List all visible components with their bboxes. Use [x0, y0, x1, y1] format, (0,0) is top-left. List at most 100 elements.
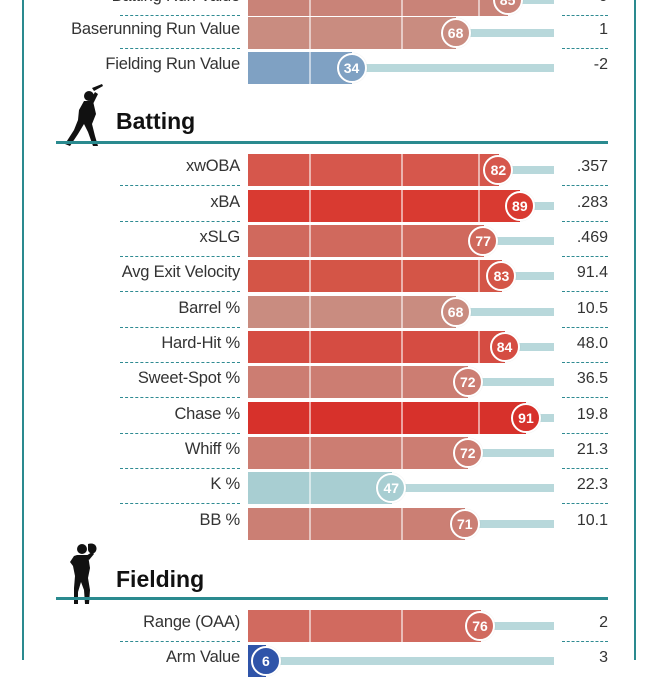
stat-label: xSLG [199, 228, 241, 246]
bar-gridline [401, 189, 403, 222]
bar-gridline [477, 189, 480, 222]
bar-gridline [477, 260, 480, 292]
stat-value: 10.5 [576, 299, 608, 317]
percentile-circle: 34 [336, 53, 367, 83]
stat-value: 19.8 [576, 405, 608, 423]
bar-gridline [309, 295, 312, 328]
bar-gridline [309, 52, 312, 84]
row-hard-hit-pct: 84 Hard-Hit % 48.0 [0, 331, 660, 363]
percentile-bar [248, 610, 481, 642]
row-chase-pct: 91 Chase % 19.8 [0, 401, 660, 434]
stat-value: 9 [599, 0, 608, 6]
row-arm-value: 6 Arm Value 3 [0, 645, 660, 677]
row-avg-exit-velocity: 83 Avg Exit Velocity 91.4 [0, 260, 660, 292]
bar-gridline [477, 0, 480, 16]
bar-gridline [309, 17, 312, 49]
fielding-section-header: Fielding [56, 540, 608, 604]
bar-gridline [401, 610, 403, 642]
percentile-bar [248, 437, 469, 469]
section-rule [56, 597, 608, 600]
section-title: Batting [116, 108, 196, 134]
bar-gridline [309, 401, 312, 434]
bar-gridline [309, 0, 312, 16]
bar-gridline [401, 225, 403, 257]
stat-value: 3 [599, 649, 608, 666]
bar-gridline [401, 154, 403, 186]
row-xslg: 77 xSLG .469 [0, 225, 660, 257]
bar-gridline [309, 366, 312, 398]
percentile-circle: 72 [452, 367, 483, 397]
stat-value: 91.4 [576, 264, 608, 281]
row-range-oaa: 76 Range (OAA) 2 [0, 610, 660, 642]
right-border [634, 0, 636, 660]
stat-label: Hard-Hit % [161, 334, 240, 352]
percentile-bar [248, 260, 502, 292]
bar-gridline [309, 331, 312, 363]
stat-label: Range (OAA) [143, 613, 240, 631]
stat-value: 2 [599, 614, 608, 631]
percentile-circle: 83 [486, 261, 517, 291]
stat-value: -2 [593, 56, 608, 73]
section-rule [56, 141, 608, 144]
percentile-circle: 84 [489, 332, 520, 362]
bar-gridline [309, 610, 312, 642]
percentile-bar [248, 225, 484, 257]
bar-gridline [401, 507, 403, 540]
percentile-bar [248, 366, 469, 398]
percentile-bar [248, 52, 353, 84]
percentile-bar [248, 331, 506, 363]
percentile-circle: 68 [440, 296, 471, 327]
bar-gridline [401, 401, 403, 434]
stat-label: Barrel % [178, 298, 240, 317]
stat-value: .283 [576, 193, 608, 211]
fielder-silhouette-icon [70, 543, 97, 604]
bar-gridline [309, 154, 312, 186]
row-barrel-pct: 68 Barrel % 10.5 [0, 295, 660, 328]
stat-label: BB % [199, 510, 241, 529]
row-sweet-spot-pct: 72 Sweet-Spot % 36.5 [0, 366, 660, 398]
stat-value: 21.3 [576, 441, 608, 458]
percentile-bar [248, 0, 509, 16]
percentile-bar [248, 154, 499, 186]
percentile-circle: 6 [250, 646, 281, 676]
row-whiff-pct: 72 Whiff % 21.3 [0, 437, 660, 469]
percentile-circle: 47 [376, 473, 407, 503]
percentile-circle: 71 [449, 508, 480, 539]
bar-gridline [309, 260, 312, 292]
batting-section-header: Batting [56, 84, 608, 146]
percentile-circle: 76 [465, 611, 496, 641]
left-border [22, 0, 24, 660]
bar-gridline [309, 225, 312, 257]
percentile-circle: 77 [468, 226, 499, 256]
percentile-bar [248, 17, 457, 49]
bar-gridline [477, 401, 480, 434]
percentile-bar [248, 401, 527, 434]
stat-value: 36.5 [576, 370, 608, 387]
stat-label: xwOBA [185, 157, 240, 175]
row-baserunning-run-value: 68 Baserunning Run Value 1 [0, 17, 660, 49]
row-batting-run-value: 85 Batting Run Value 9 [0, 0, 660, 16]
bar-gridline [401, 0, 403, 16]
batter-silhouette-icon [65, 84, 103, 146]
stat-value: 1 [599, 21, 608, 38]
row-fielding-run-value: 34 Fielding Run Value -2 [0, 52, 660, 84]
percentile-circle: 91 [510, 402, 541, 433]
bar-gridline [309, 437, 312, 469]
bar-gridline [401, 331, 403, 363]
stat-label: K % [210, 475, 240, 493]
stat-label: Avg Exit Velocity [121, 263, 240, 281]
bar-gridline [309, 472, 312, 504]
stat-value: .469 [576, 229, 608, 246]
percentile-circle: 82 [483, 155, 514, 185]
bar-gridline [401, 295, 403, 328]
stat-label: Whiff % [184, 440, 240, 458]
bar-gridline [477, 331, 480, 363]
percentile-bar [248, 189, 521, 222]
bar-gridline [309, 189, 312, 222]
percentile-bar [248, 507, 466, 540]
row-bb-pct: 71 BB % 10.1 [0, 507, 660, 540]
bar-gridline [401, 437, 403, 469]
percentile-circle: 68 [440, 18, 471, 48]
bar-gridline [309, 507, 312, 540]
stat-value: .357 [576, 158, 608, 175]
